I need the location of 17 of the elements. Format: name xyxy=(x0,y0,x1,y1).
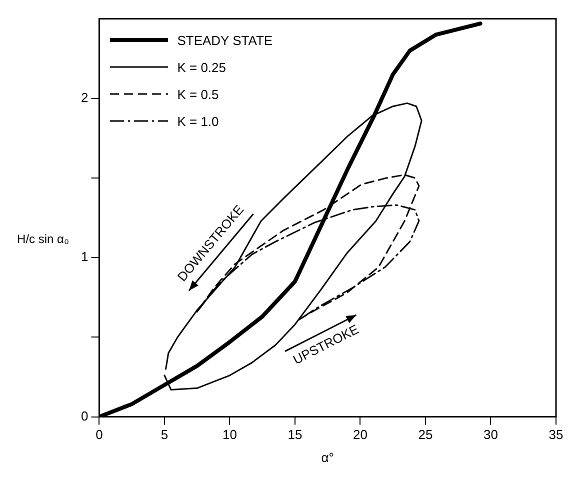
legend-label: K = 0.25 xyxy=(177,60,226,75)
x-tick-label: 20 xyxy=(353,427,368,442)
y-tick-label: 0 xyxy=(80,408,88,424)
x-tick-label: 10 xyxy=(222,427,237,442)
x-axis-title: α° xyxy=(321,450,334,465)
x-tick-label: 5 xyxy=(160,427,168,442)
x-tick-label: 30 xyxy=(484,427,498,442)
x-tick-label: 25 xyxy=(418,427,433,442)
legend-label: K = 0.5 xyxy=(177,86,219,102)
y-axis-title: H/c sin α₀ xyxy=(17,232,69,246)
legend-label: STEADY STATE xyxy=(177,32,273,48)
x-tick-label: 0 xyxy=(96,427,103,442)
y-tick-label: 2 xyxy=(80,90,88,105)
legend-label: K = 1.0 xyxy=(177,114,219,129)
x-tick-label: 15 xyxy=(288,427,302,442)
x-tick-label: 35 xyxy=(548,427,564,442)
y-tick-label: 1 xyxy=(80,249,88,264)
